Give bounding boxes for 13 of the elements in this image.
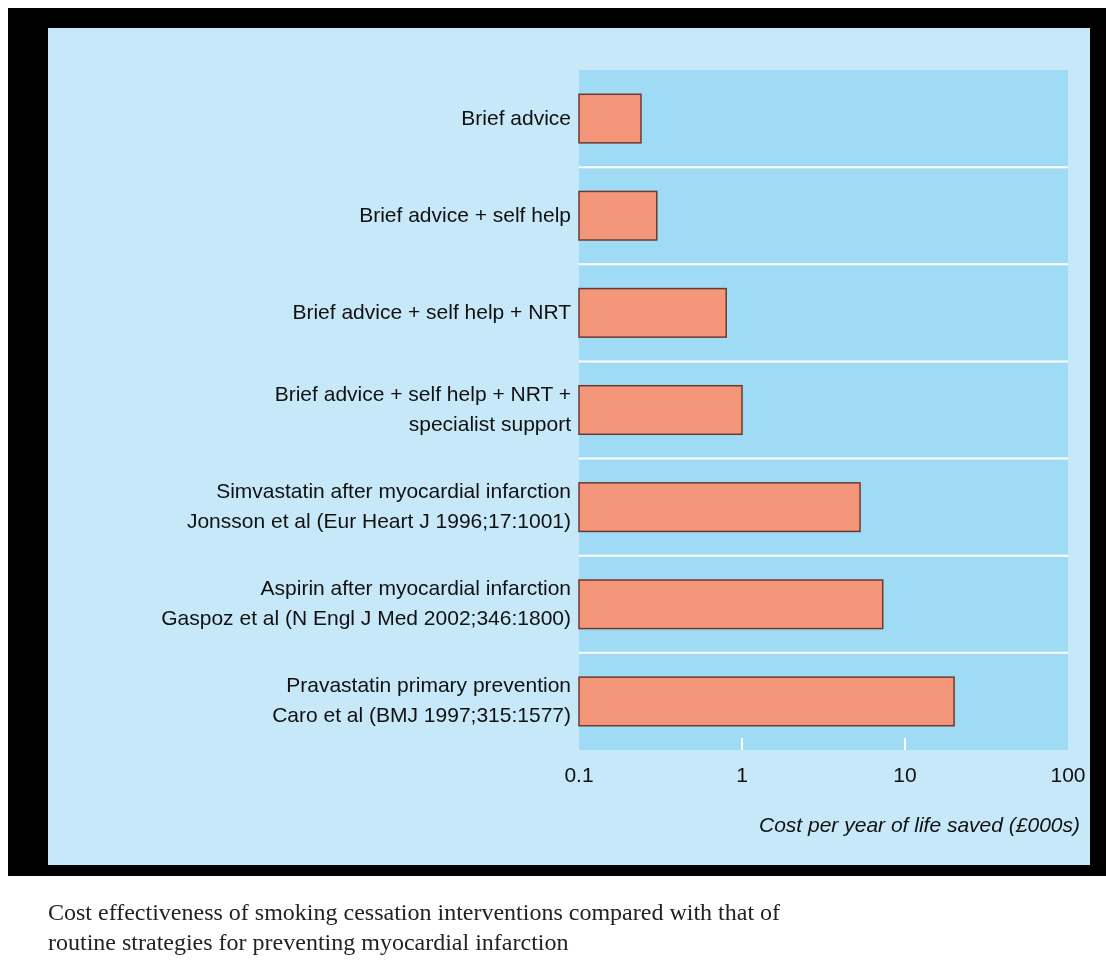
x-tick-label: 0.1 [564,763,594,786]
y-tick-label: Brief advice + self help [359,202,571,226]
y-tick-label: Aspirin after myocardial infarction Gaspoz et al (N Engl J Med 2002;346:1800) [161,575,571,629]
x-tick-label: 100 [1050,763,1086,786]
y-tick-label: Brief advice [461,105,571,129]
y-tick-label: Simvastatin after myocardial infarction Jonsson et al (Eur Heart J 1996;17:1001) [186,478,571,532]
y-tick-label: Pravastatin primary prevention Caro et al (BMJ 1997;315:1577) [272,672,571,726]
x-tick-label: 1 [736,763,748,786]
y-tick-label: Brief advice + self help + NRT + specialist support [274,381,572,435]
x-axis-title: Cost per year of life saved (£000s) [759,813,1080,836]
y-tick-label: Brief advice + self help + NRT [292,299,572,323]
text: Cost effectiveness of smoking cessation interventions compared with that of routine strategies for preventing myocardial infarction [48,899,781,955]
x-tick-label: 10 [893,763,917,786]
